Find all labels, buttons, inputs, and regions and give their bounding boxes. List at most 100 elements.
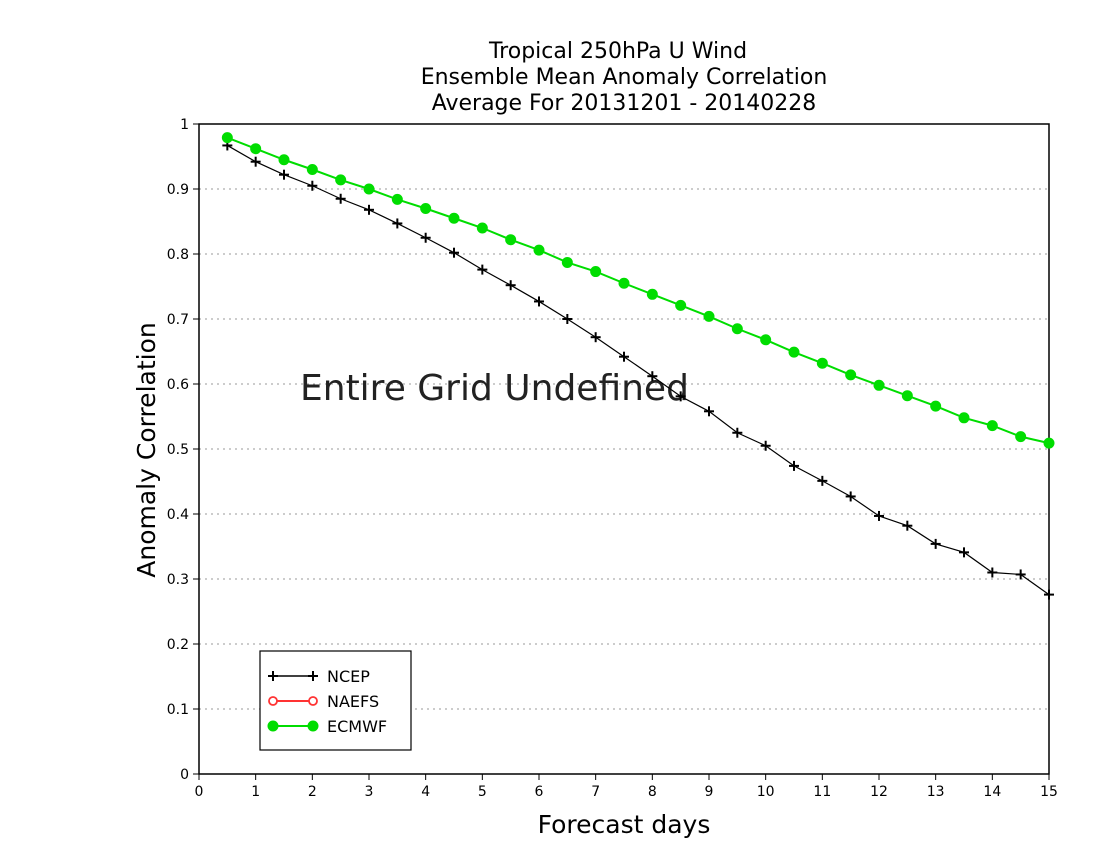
point-ecmwf bbox=[930, 400, 942, 412]
point-ecmwf bbox=[505, 234, 517, 246]
y-tick-label: 0.8 bbox=[167, 247, 189, 263]
y-tick-label: 0.9 bbox=[167, 182, 189, 198]
point-ecmwf bbox=[845, 369, 857, 381]
point-ecmwf bbox=[618, 277, 630, 289]
legend-label-ecmwf: ECMWF bbox=[327, 717, 387, 736]
point-ncep bbox=[874, 510, 884, 521]
point-ecmwf bbox=[590, 266, 602, 278]
x-tick-label: 12 bbox=[870, 784, 888, 800]
point-ncep bbox=[675, 391, 686, 402]
point-ncep bbox=[477, 264, 488, 275]
legend-marker-ecmwf bbox=[267, 720, 279, 732]
point-ecmwf bbox=[391, 193, 403, 205]
y-tick-label: 0 bbox=[180, 767, 189, 783]
y-tick-label: 0.4 bbox=[167, 507, 189, 523]
point-ncep bbox=[562, 314, 573, 324]
point-ncep bbox=[902, 520, 913, 531]
legend-item-naefs: NAEFS bbox=[268, 692, 379, 711]
point-ncep bbox=[619, 351, 629, 362]
y-tick-label: 0.7 bbox=[167, 312, 189, 328]
grid-lines bbox=[199, 188, 1049, 710]
x-tick-label: 2 bbox=[308, 784, 317, 800]
point-ecmwf bbox=[278, 154, 290, 166]
point-ncep bbox=[420, 232, 431, 243]
x-tick-label: 3 bbox=[365, 784, 374, 800]
point-ecmwf bbox=[533, 244, 545, 256]
series-ecmwf bbox=[221, 132, 1055, 449]
point-ecmwf bbox=[731, 323, 743, 335]
x-tick-label: 10 bbox=[757, 784, 775, 800]
point-ncep bbox=[704, 406, 714, 417]
point-ecmwf bbox=[306, 164, 318, 175]
point-ncep bbox=[760, 440, 771, 451]
x-tick-label: 7 bbox=[591, 784, 600, 800]
x-tick-label: 8 bbox=[648, 784, 657, 800]
point-ecmwf bbox=[250, 143, 262, 155]
point-ncep bbox=[732, 427, 743, 438]
point-ncep bbox=[817, 475, 828, 486]
x-tick-label: 5 bbox=[478, 784, 487, 800]
x-tick-label: 1 bbox=[251, 784, 260, 800]
x-tick-label: 14 bbox=[983, 784, 1001, 800]
legend-item-ncep: NCEP bbox=[268, 667, 370, 686]
legend: NCEP NAEFS ECMWF bbox=[259, 650, 412, 751]
legend-marker-ecmwf bbox=[307, 720, 319, 732]
point-ecmwf bbox=[873, 379, 885, 391]
x-tick-label: 15 bbox=[1040, 784, 1058, 800]
point-ncep bbox=[250, 156, 261, 167]
series-ncep bbox=[222, 140, 1054, 600]
point-ncep bbox=[987, 567, 998, 578]
point-ncep bbox=[505, 280, 516, 291]
point-ecmwf bbox=[363, 183, 375, 195]
x-axis-label: Forecast days bbox=[538, 810, 711, 839]
point-ecmwf bbox=[788, 346, 800, 358]
point-ecmwf bbox=[675, 299, 687, 311]
point-ecmwf bbox=[816, 357, 828, 369]
x-tick-label: 4 bbox=[421, 784, 430, 800]
x-tick-label: 11 bbox=[813, 784, 831, 800]
legend-item-ecmwf: ECMWF bbox=[267, 717, 387, 736]
point-ncep bbox=[959, 547, 969, 558]
point-ncep bbox=[279, 169, 289, 180]
legend-marker-ncep bbox=[308, 671, 318, 681]
series-layer bbox=[221, 132, 1055, 600]
y-tick-label: 0.6 bbox=[167, 377, 189, 393]
point-ecmwf bbox=[1015, 431, 1027, 443]
x-tick-label: 9 bbox=[705, 784, 714, 800]
chart-title-line-3: Average For 20131201 - 20140228 bbox=[432, 91, 817, 116]
y-tick-label: 0.1 bbox=[167, 702, 189, 718]
point-ecmwf bbox=[646, 288, 658, 300]
point-ecmwf bbox=[420, 203, 432, 214]
chart-title-line-1: Tropical 250hPa U Wind bbox=[488, 39, 747, 64]
chart-title-line-2: Ensemble Mean Anomaly Correlation bbox=[421, 65, 828, 90]
overlay-undefined-message: Entire Grid Undefined bbox=[300, 368, 689, 409]
point-ecmwf bbox=[1043, 437, 1055, 449]
point-ncep bbox=[789, 460, 799, 471]
point-ncep bbox=[534, 296, 544, 307]
x-tick-label: 13 bbox=[927, 784, 945, 800]
point-ncep bbox=[647, 371, 658, 382]
point-ecmwf bbox=[703, 310, 715, 322]
point-ecmwf bbox=[986, 420, 998, 432]
point-ecmwf bbox=[476, 222, 488, 234]
legend-label-naefs: NAEFS bbox=[327, 692, 379, 711]
y-tick-label: 0.2 bbox=[167, 637, 189, 653]
legend-items: NCEP NAEFS ECMWF bbox=[267, 667, 387, 736]
y-tick-label: 0.3 bbox=[167, 572, 189, 588]
point-ecmwf bbox=[448, 212, 460, 224]
point-ncep bbox=[1044, 589, 1054, 600]
point-ecmwf bbox=[958, 412, 970, 424]
axis-ticks: 00.10.20.30.40.50.60.70.80.910 1 2 3 4 5 6 7 8 9 1… bbox=[167, 117, 1058, 800]
point-ncep bbox=[392, 218, 403, 229]
point-ecmwf bbox=[561, 256, 573, 268]
y-tick-label: 0.5 bbox=[167, 442, 189, 458]
point-ncep bbox=[590, 332, 601, 343]
x-tick-label: 0 bbox=[195, 784, 204, 800]
y-axis-label: Anomaly Correlation bbox=[132, 322, 161, 577]
point-ecmwf bbox=[221, 132, 233, 144]
point-ncep bbox=[1015, 569, 1026, 580]
x-tick-label: 6 bbox=[535, 784, 544, 800]
legend-label-ncep: NCEP bbox=[327, 667, 370, 686]
legend-marker-ncep bbox=[268, 671, 278, 681]
legend-marker-naefs bbox=[268, 696, 278, 706]
